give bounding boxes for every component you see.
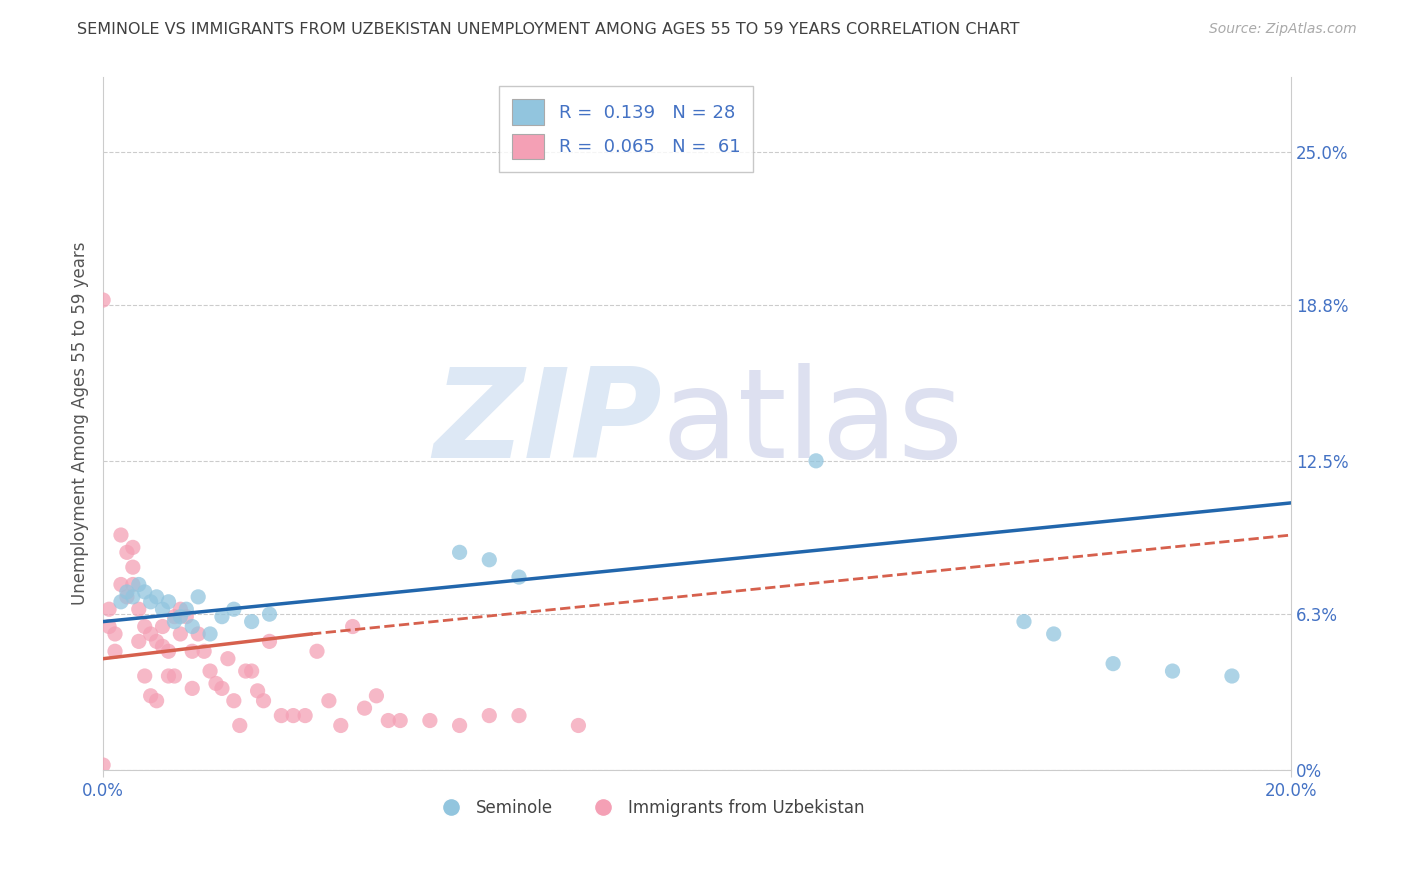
- Point: [115, 590, 138, 604]
- Point: [163, 609, 186, 624]
- Point: [110, 595, 132, 609]
- Point: [294, 708, 316, 723]
- Point: [366, 689, 388, 703]
- Point: [567, 718, 589, 732]
- Point: [222, 602, 245, 616]
- Point: [104, 627, 127, 641]
- Point: [152, 619, 174, 633]
- Point: [169, 609, 191, 624]
- Point: [128, 602, 150, 616]
- Point: [1042, 627, 1064, 641]
- Point: [235, 664, 257, 678]
- Text: ZIP: ZIP: [433, 363, 662, 484]
- Text: Source: ZipAtlas.com: Source: ZipAtlas.com: [1209, 22, 1357, 37]
- Point: [128, 577, 150, 591]
- Point: [139, 595, 162, 609]
- Point: [134, 669, 156, 683]
- Point: [176, 602, 198, 616]
- Point: [91, 758, 114, 772]
- Point: [222, 694, 245, 708]
- Point: [478, 708, 501, 723]
- Point: [163, 615, 186, 629]
- Point: [342, 619, 364, 633]
- Y-axis label: Unemployment Among Ages 55 to 59 years: Unemployment Among Ages 55 to 59 years: [72, 242, 89, 606]
- Point: [252, 694, 274, 708]
- Point: [187, 627, 209, 641]
- Point: [283, 708, 305, 723]
- Point: [198, 664, 221, 678]
- Point: [193, 644, 215, 658]
- Point: [134, 619, 156, 633]
- Point: [176, 609, 198, 624]
- Point: [110, 528, 132, 542]
- Point: [478, 553, 501, 567]
- Point: [318, 694, 340, 708]
- Point: [246, 683, 269, 698]
- Point: [139, 627, 162, 641]
- Point: [419, 714, 441, 728]
- Point: [229, 718, 252, 732]
- Point: [259, 607, 281, 622]
- Point: [187, 590, 209, 604]
- Point: [240, 664, 263, 678]
- Point: [217, 651, 239, 665]
- Point: [211, 609, 233, 624]
- Point: [305, 644, 328, 658]
- Point: [152, 640, 174, 654]
- Point: [353, 701, 375, 715]
- Point: [128, 634, 150, 648]
- Point: [157, 669, 180, 683]
- Point: [104, 644, 127, 658]
- Point: [91, 293, 114, 307]
- Point: [139, 689, 162, 703]
- Point: [145, 694, 167, 708]
- Point: [181, 619, 204, 633]
- Point: [121, 577, 143, 591]
- Point: [205, 676, 228, 690]
- Point: [121, 560, 143, 574]
- Point: [1012, 615, 1035, 629]
- Point: [121, 590, 143, 604]
- Point: [198, 627, 221, 641]
- Point: [211, 681, 233, 696]
- Point: [270, 708, 292, 723]
- Point: [121, 541, 143, 555]
- Point: [181, 681, 204, 696]
- Point: [508, 570, 530, 584]
- Point: [240, 615, 263, 629]
- Point: [329, 718, 352, 732]
- Point: [157, 644, 180, 658]
- Point: [377, 714, 399, 728]
- Point: [804, 454, 827, 468]
- Point: [115, 545, 138, 559]
- Text: SEMINOLE VS IMMIGRANTS FROM UZBEKISTAN UNEMPLOYMENT AMONG AGES 55 TO 59 YEARS CO: SEMINOLE VS IMMIGRANTS FROM UZBEKISTAN U…: [77, 22, 1019, 37]
- Point: [389, 714, 412, 728]
- Point: [449, 545, 471, 559]
- Point: [259, 634, 281, 648]
- Text: atlas: atlas: [662, 363, 963, 484]
- Point: [98, 619, 121, 633]
- Point: [110, 577, 132, 591]
- Point: [115, 585, 138, 599]
- Point: [1220, 669, 1243, 683]
- Point: [169, 627, 191, 641]
- Point: [1102, 657, 1125, 671]
- Point: [98, 602, 121, 616]
- Point: [152, 602, 174, 616]
- Legend: Seminole, Immigrants from Uzbekistan: Seminole, Immigrants from Uzbekistan: [427, 793, 872, 824]
- Point: [145, 634, 167, 648]
- Point: [145, 590, 167, 604]
- Point: [1161, 664, 1184, 678]
- Point: [169, 602, 191, 616]
- Point: [134, 585, 156, 599]
- Point: [508, 708, 530, 723]
- Point: [163, 669, 186, 683]
- Point: [157, 595, 180, 609]
- Point: [181, 644, 204, 658]
- Point: [449, 718, 471, 732]
